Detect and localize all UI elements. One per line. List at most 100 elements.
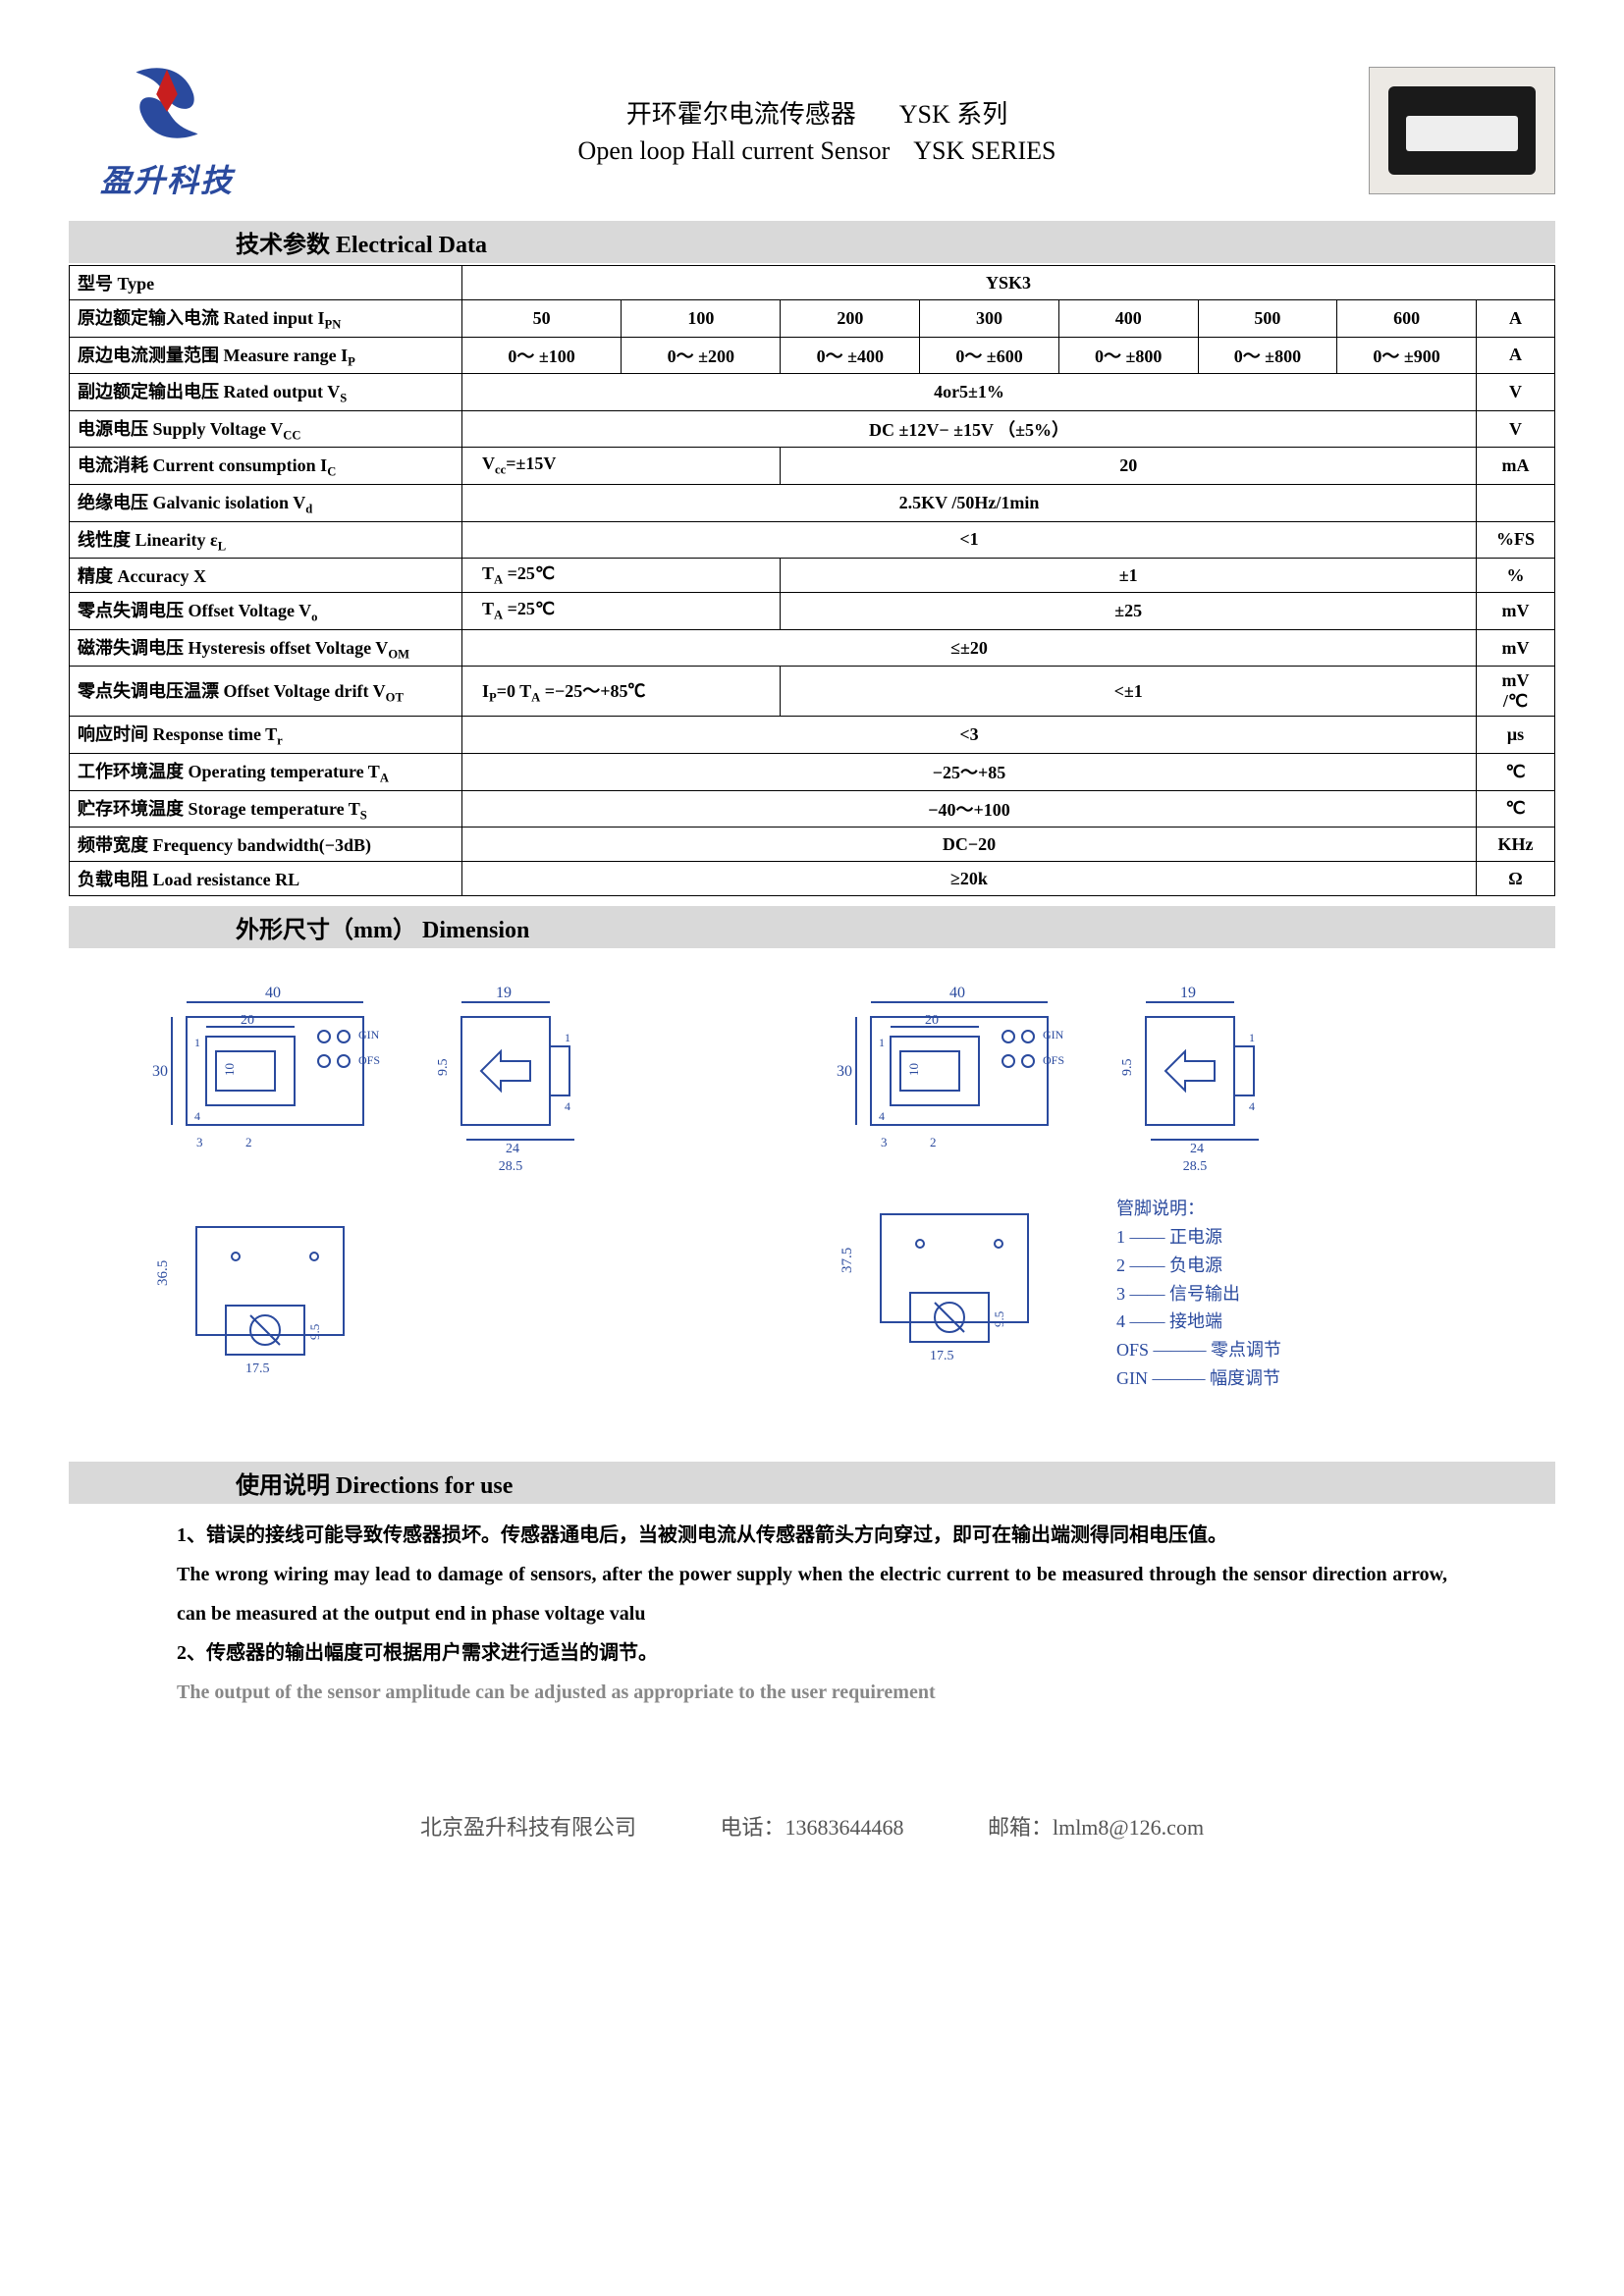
dim-bottom-1: 36.5 17.5 9.5 <box>147 1207 792 1392</box>
row-label: 零点失调电压 Offset Voltage Vo <box>70 593 462 630</box>
svg-text:GIN: GIN <box>358 1028 380 1041</box>
section-directions: 使用说明 Directions for use <box>69 1462 1555 1504</box>
cell: 0～ ±400 <box>781 337 920 374</box>
svg-text:4: 4 <box>1249 1099 1255 1113</box>
cell: 0～ ±900 <box>1337 337 1477 374</box>
section-dimension-cn: 外形尺寸（mm） <box>236 918 416 943</box>
svg-text:24: 24 <box>1190 1142 1204 1154</box>
product-photo <box>1369 67 1555 194</box>
dimension-drawings: 40 20 30 10 3 2 GIN OFS 1 4 <box>69 978 1555 1393</box>
cell: 200 <box>781 300 920 338</box>
cell-unit: % <box>1477 559 1555 593</box>
cell-unit: mV /℃ <box>1477 667 1555 717</box>
value-type: YSK3 <box>462 266 1555 300</box>
table-row: 原边电流测量范围 Measure range IP0～ ±1000～ ±2000… <box>70 337 1555 374</box>
table-row: 零点失调电压 Offset Voltage VoTA =25℃±25mV <box>70 593 1555 630</box>
table-row: 频带宽度 Frequency bandwidth(−3dB)DC−20KHz <box>70 828 1555 862</box>
cell: 0～ ±800 <box>1198 337 1337 374</box>
table-row: 原边额定输入电流 Rated input IPN5010020030040050… <box>70 300 1555 338</box>
cell-val: 20 <box>781 448 1477 485</box>
svg-text:9.5: 9.5 <box>307 1324 322 1340</box>
directions-body: 1、错误的接线可能导致传感器损坏。传感器通电后，当被测电流从传感器箭头方向穿过，… <box>69 1506 1555 1751</box>
cell-val: ±1 <box>781 559 1477 593</box>
svg-text:10: 10 <box>906 1063 921 1076</box>
svg-text:1: 1 <box>1249 1031 1255 1044</box>
svg-text:3: 3 <box>196 1135 203 1149</box>
cell-span: 2.5KV /50Hz/1min <box>462 484 1477 521</box>
cell-cond: IP=0 TA =−25～+85℃ <box>462 667 781 717</box>
row-label: 工作环境温度 Operating temperature TA <box>70 753 462 790</box>
table-row: 绝缘电压 Galvanic isolation Vd2.5KV /50Hz/1m… <box>70 484 1555 521</box>
table-row: 电流消耗 Current consumption ICVcc=±15V20mA <box>70 448 1555 485</box>
cell-unit: A <box>1477 300 1555 338</box>
dim-front-2: 40 20 30 10 3 2 GIN OFS 1 4 <box>832 978 1087 1175</box>
table-row: 副边额定输出电压 Rated output VS4or5±1%V <box>70 374 1555 411</box>
spec-table: 型号 Type YSK3 原边额定输入电流 Rated input IPN501… <box>69 265 1555 896</box>
cell-unit: A <box>1477 337 1555 374</box>
svg-text:37.5: 37.5 <box>839 1248 855 1273</box>
directions-p2-en: The output of the sensor amplitude can b… <box>177 1673 1447 1712</box>
row-label: 零点失调电压温漂 Offset Voltage drift VOT <box>70 667 462 717</box>
cell-span: −40～+100 <box>462 790 1477 828</box>
cell-val: <±1 <box>781 667 1477 717</box>
svg-text:17.5: 17.5 <box>245 1362 270 1374</box>
cell-span: ≤±20 <box>462 629 1477 667</box>
row-label: 原边电流测量范围 Measure range IP <box>70 337 462 374</box>
cell-unit: ℃ <box>1477 790 1555 828</box>
company-name: 盈升科技 <box>69 156 265 201</box>
cell-unit: μs <box>1477 717 1555 754</box>
dim-front-1: 40 20 30 10 3 2 GIN OFS 1 4 <box>147 978 403 1188</box>
svg-text:9.5: 9.5 <box>1120 1059 1135 1077</box>
svg-text:19: 19 <box>1180 985 1196 1001</box>
svg-text:24: 24 <box>506 1142 519 1154</box>
cell-span: <3 <box>462 717 1477 754</box>
svg-text:36.5: 36.5 <box>155 1260 171 1286</box>
dim-side-1-full: 28.5 <box>422 1159 599 1175</box>
cell-unit: V <box>1477 410 1555 448</box>
table-row: 工作环境温度 Operating temperature TA−25～+85℃ <box>70 753 1555 790</box>
title-series-en: YSK SERIES <box>913 136 1056 166</box>
svg-text:4: 4 <box>565 1099 570 1113</box>
table-row: 电源电压 Supply Voltage VCCDC ±12V− ±15V （±5… <box>70 410 1555 448</box>
cell: 600 <box>1337 300 1477 338</box>
footer-company: 北京盈升科技有限公司 <box>420 1815 636 1840</box>
svg-text:4: 4 <box>879 1109 885 1123</box>
footer-phone: 电话：13683644468 <box>720 1815 903 1840</box>
svg-text:40: 40 <box>949 985 965 1001</box>
svg-text:17.5: 17.5 <box>930 1349 954 1362</box>
table-row: 磁滞失调电压 Hysteresis offset Voltage VOM≤±20… <box>70 629 1555 667</box>
dim-side-2: 19 9.5 24 1 4 28.5 <box>1107 978 1283 1175</box>
table-row: 贮存环境温度 Storage temperature TS−40～+100℃ <box>70 790 1555 828</box>
table-row: 零点失调电压温漂 Offset Voltage drift VOTIP=0 TA… <box>70 667 1555 717</box>
row-label: 线性度 Linearity εL <box>70 521 462 559</box>
cell: 0～ ±200 <box>622 337 781 374</box>
cell-cond: TA =25℃ <box>462 559 781 593</box>
cell: 0～ ±800 <box>1058 337 1198 374</box>
row-label: 电源电压 Supply Voltage VCC <box>70 410 462 448</box>
title-cn: 开环霍尔电流传感器 <box>626 94 856 131</box>
cell-span: −25～+85 <box>462 753 1477 790</box>
svg-text:1: 1 <box>565 1031 570 1044</box>
svg-text:2: 2 <box>930 1135 937 1149</box>
section-directions-en: Directions for use <box>336 1473 513 1499</box>
pin-legend-title: 管脚说明： <box>1116 1195 1281 1223</box>
svg-text:30: 30 <box>837 1063 852 1080</box>
cell-span: ≥20k <box>462 862 1477 896</box>
row-label: 频带宽度 Frequency bandwidth(−3dB) <box>70 828 462 862</box>
pin-line: 4 —— 接地端 <box>1116 1308 1281 1336</box>
svg-text:GIN: GIN <box>1043 1028 1064 1041</box>
svg-text:1: 1 <box>194 1036 200 1049</box>
directions-p2-cn: 2、传感器的输出幅度可根据用户需求进行适当的调节。 <box>177 1633 1447 1673</box>
cell: 400 <box>1058 300 1198 338</box>
cell-unit: mV <box>1477 629 1555 667</box>
cell-unit: ℃ <box>1477 753 1555 790</box>
svg-text:30: 30 <box>152 1063 168 1080</box>
cell-unit: KHz <box>1477 828 1555 862</box>
section-directions-cn: 使用说明 <box>236 1473 330 1499</box>
footer: 北京盈升科技有限公司 电话：13683644468 邮箱：lmlm8@126.c… <box>69 1810 1555 1842</box>
cell: 0～ ±100 <box>462 337 622 374</box>
section-dimension-en: Dimension <box>422 918 529 943</box>
cell-span: <1 <box>462 521 1477 559</box>
pin-line: 1 —— 正电源 <box>1116 1223 1281 1252</box>
section-electrical-cn: 技术参数 <box>236 233 330 258</box>
